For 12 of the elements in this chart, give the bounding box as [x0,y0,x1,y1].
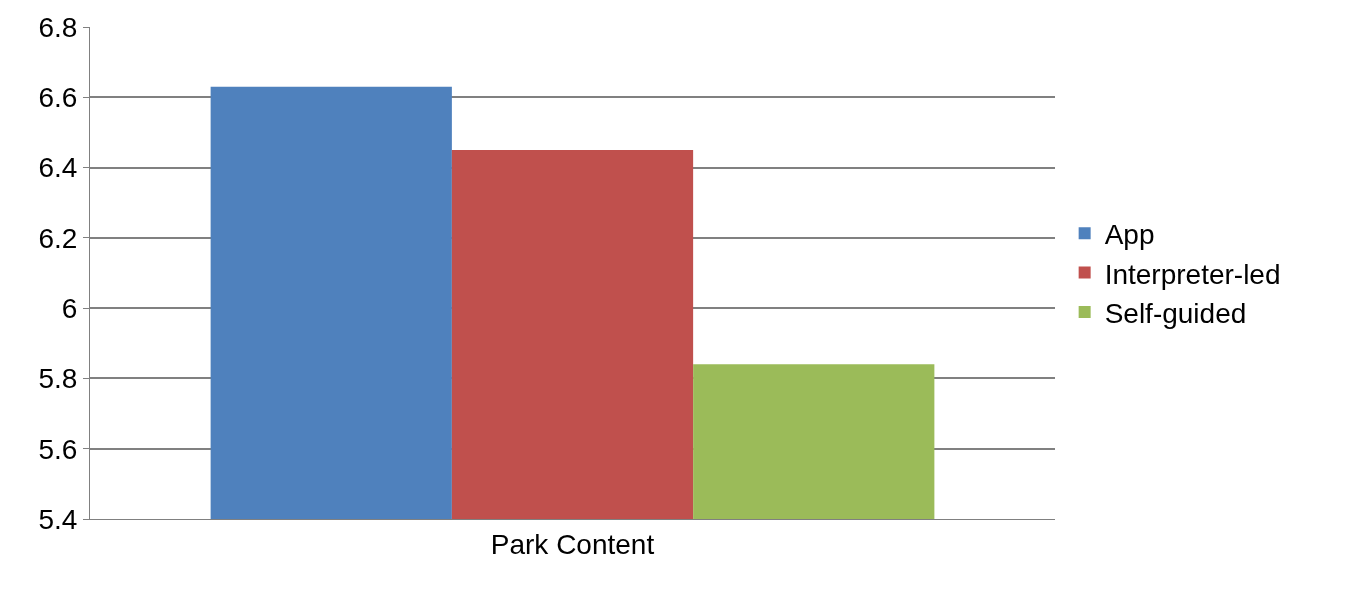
y-tick-label: 5.6 [38,433,78,465]
y-tick-label: 5.8 [38,363,78,395]
y-tick-label: 5.4 [38,503,78,535]
y-tick-label: 6.4 [38,152,78,184]
y-tick-label: 6.8 [38,11,78,43]
y-tick-label: 6 [61,292,78,324]
legend-label: Self-guided [1104,297,1247,329]
y-tick-label: 6.6 [38,82,78,114]
legend-label: Interpreter-led [1104,258,1281,290]
x-tick-label: Park Content [490,528,655,560]
legend-label: App [1104,219,1155,251]
y-tick-label: 6.2 [38,222,78,254]
